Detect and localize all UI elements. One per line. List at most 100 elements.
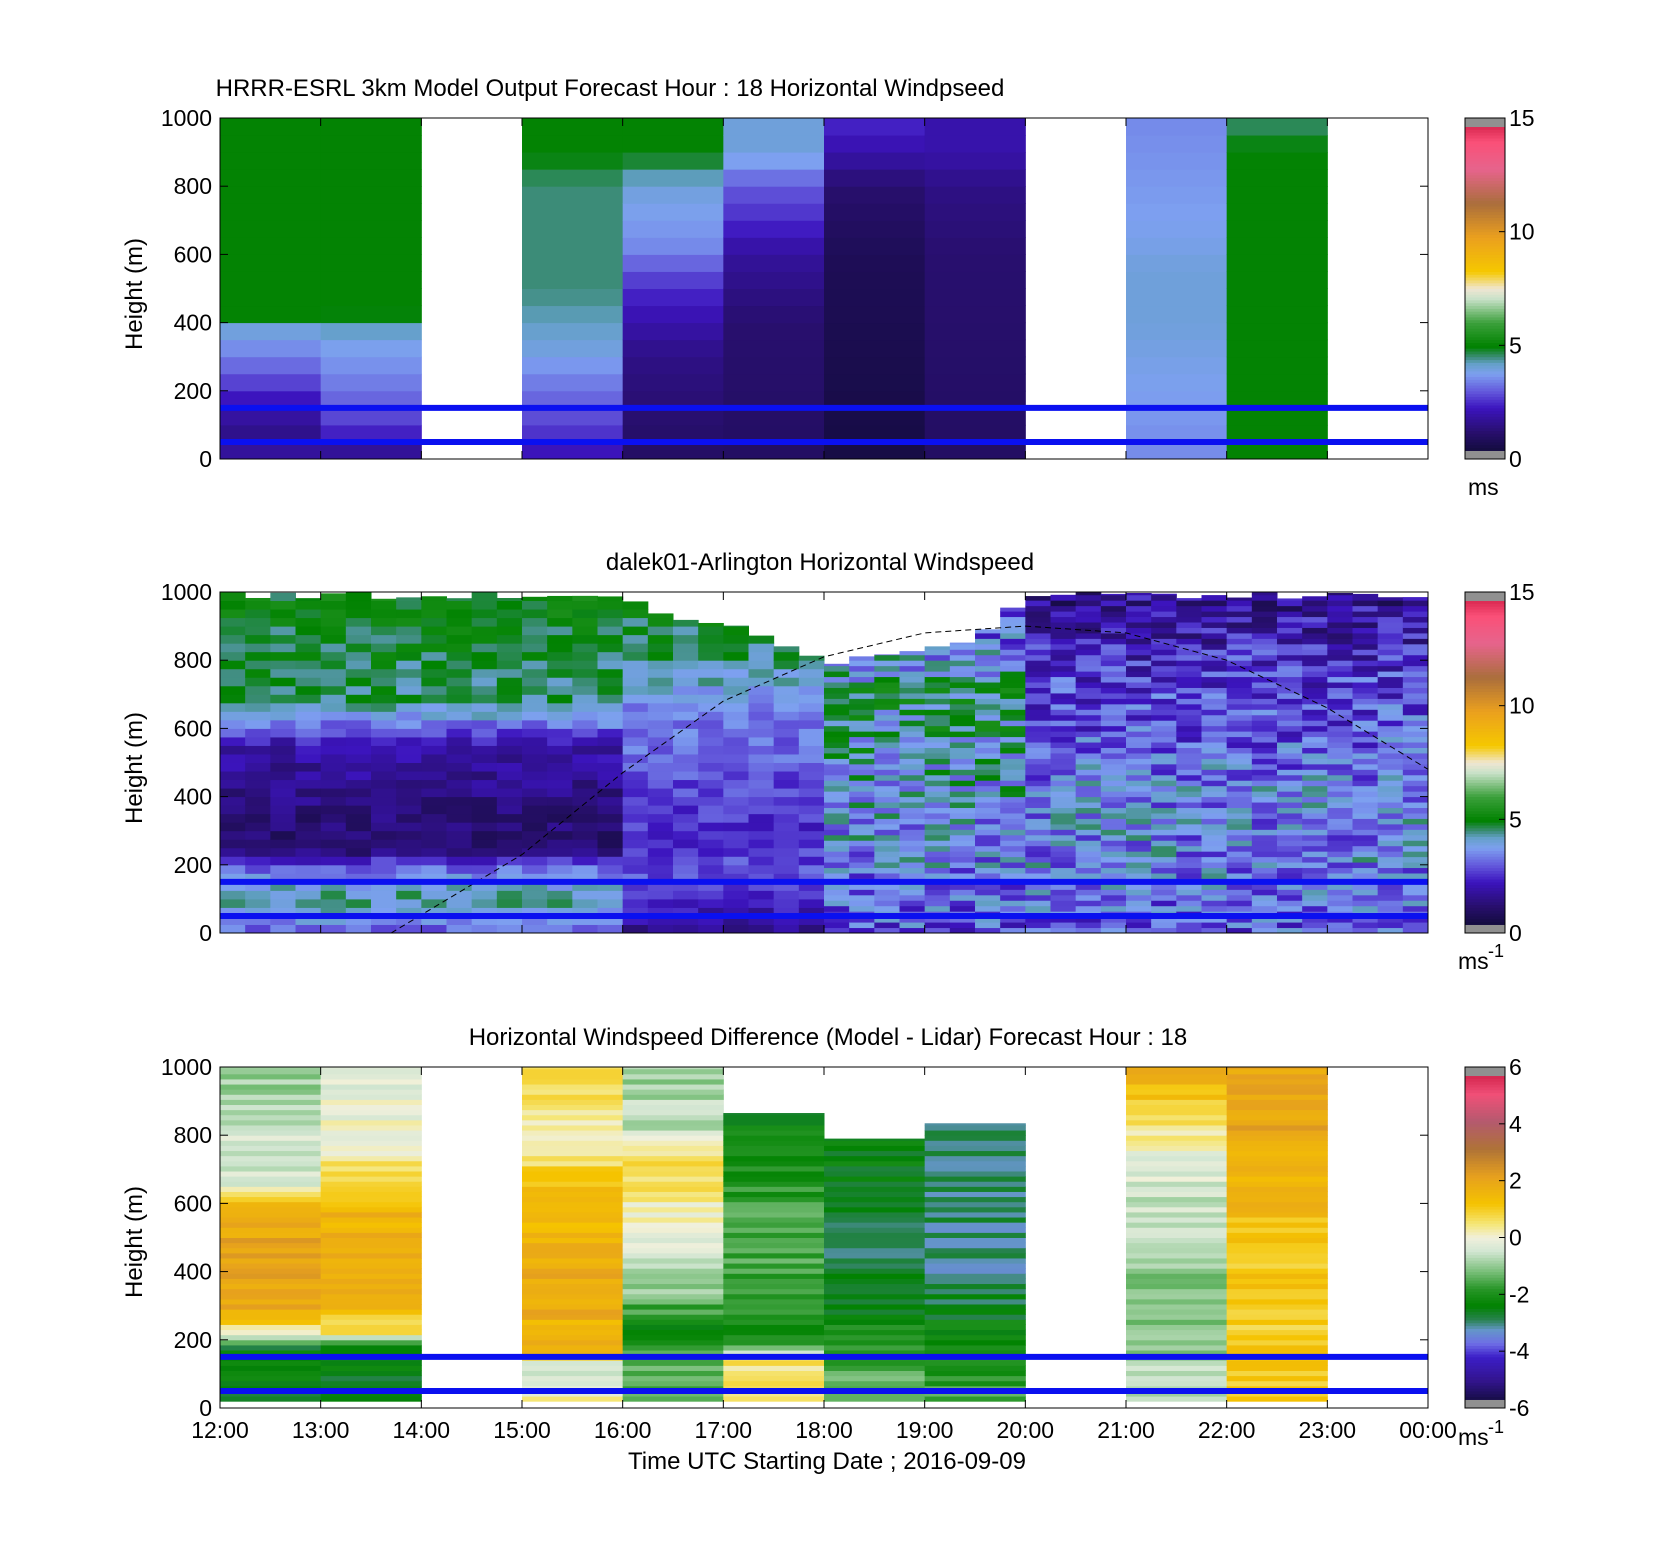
model-cell-4-800 [622, 169, 724, 187]
lidar-cell-45-160 [1352, 872, 1379, 879]
diff-cell-1-575 [320, 1206, 422, 1213]
lidar-cell-31-96 [1000, 894, 1026, 901]
colorbar-swatch [1465, 1382, 1505, 1386]
diff-cell-9-905 [1126, 1094, 1228, 1100]
diff-cell-10-755 [1226, 1145, 1328, 1152]
diff-cell-0-260 [220, 1314, 322, 1320]
lidar-cell-31-352 [1000, 807, 1026, 814]
lidar-cell-39-80 [1201, 900, 1228, 907]
lidar-cell-35-432 [1100, 780, 1127, 787]
model-cell-7-650 [924, 220, 1026, 238]
lidar-cell-36-688 [1126, 692, 1152, 699]
colorbar-swatch [1465, 1192, 1505, 1196]
diff-cell-5-620 [723, 1191, 825, 1198]
lidar-cell-39-224 [1201, 851, 1228, 858]
diff-cell-4-410 [622, 1263, 724, 1269]
lidar-cell-44-368 [1327, 802, 1353, 809]
colorbar-swatch [1465, 1373, 1505, 1378]
lidar-cell-19-100 [698, 890, 724, 900]
lidar-cell-28-64 [924, 905, 951, 912]
lidar-cell-38-256 [1176, 840, 1202, 847]
y-tick-label: 0 [199, 446, 212, 472]
lidar-cell-3-275 [295, 830, 322, 840]
lidar-cell-43-704 [1302, 687, 1328, 694]
lidar-cell-5-600 [345, 719, 372, 729]
diff-cell-10-920 [1226, 1089, 1328, 1095]
lidar-cell-33-848 [1050, 638, 1077, 645]
lidar-cell-4-850 [320, 634, 347, 644]
lidar-cell-41-960 [1251, 600, 1278, 607]
lidar-cell-16-175 [622, 864, 649, 874]
lidar-cell-22-50 [773, 907, 800, 917]
lidar-cell-43-240 [1302, 845, 1328, 852]
lidar-cell-10-50 [471, 907, 498, 917]
lidar-cell-19-650 [698, 702, 724, 712]
model-cell-1-450 [320, 288, 422, 307]
model-cell-6-650 [824, 220, 926, 238]
colorbar-swatch [1465, 416, 1505, 420]
lidar-cell-13-200 [547, 856, 573, 866]
lidar-cell-9-525 [446, 745, 473, 755]
lidar-cell-2-975 [270, 592, 296, 602]
diff-cell-0-740 [220, 1150, 322, 1157]
lidar-cell-15-0 [597, 924, 624, 934]
lidar-cell-4-50 [320, 907, 347, 917]
lidar-cell-12-450 [522, 771, 548, 781]
diff-cell-4-155 [622, 1350, 724, 1356]
lidar-cell-32-784 [1025, 660, 1051, 667]
lidar-cell-12-625 [522, 711, 548, 721]
diff-cell-5-65 [723, 1380, 825, 1387]
colorbar-swatch [1465, 697, 1505, 701]
model-cell-3-900 [522, 135, 624, 153]
lidar-cell-23-0 [798, 924, 825, 934]
diff-cell-10-410 [1226, 1263, 1328, 1269]
lidar-cell-47-32 [1402, 916, 1429, 923]
diff-cell-9-110 [1126, 1365, 1228, 1371]
diff-cell-7-260 [924, 1314, 1026, 1320]
colorbar-swatch [1465, 444, 1505, 449]
lidar-cell-40-960 [1226, 600, 1253, 607]
lidar-cell-8-325 [421, 813, 447, 823]
lidar-cell-42-112 [1277, 889, 1303, 896]
diff-cell-7-530 [924, 1222, 1026, 1228]
lidar-cell-19-350 [698, 805, 724, 815]
panel-difference-ylabel: Height (m) [121, 1186, 148, 1298]
model-cell-10-600 [1226, 237, 1328, 255]
lidar-cell-21-675 [748, 694, 775, 704]
lidar-cell-28-560 [924, 736, 951, 743]
lidar-cell-24-336 [824, 812, 850, 819]
lidar-cell-32-272 [1025, 834, 1051, 841]
diff-cell-9-575 [1126, 1206, 1228, 1213]
lidar-cell-44-256 [1327, 840, 1353, 847]
diff-cell-4-470 [622, 1242, 724, 1249]
lidar-cell-25-384 [849, 796, 875, 803]
lidar-cell-21-650 [748, 702, 775, 712]
lidar-cell-20-700 [723, 685, 749, 695]
lidar-cell-9-175 [446, 864, 473, 874]
lidar-cell-2-525 [270, 745, 296, 755]
lidar-cell-13-725 [547, 677, 573, 687]
diff-cell-1-305 [320, 1298, 422, 1305]
diff-cell-5-230 [723, 1324, 825, 1331]
lidar-cell-41-672 [1251, 698, 1278, 705]
lidar-cell-32-672 [1025, 698, 1051, 705]
lidar-cell-21-700 [748, 685, 775, 695]
lidar-cell-18-750 [673, 668, 699, 678]
lidar-cell-27-128 [899, 883, 926, 890]
colorbar-swatch [1465, 1405, 1505, 1409]
diff-cell-0-425 [220, 1257, 322, 1264]
diff-cell-5-335 [723, 1288, 825, 1295]
colorbar-swatch [1465, 1069, 1505, 1074]
lidar-cell-8-675 [421, 694, 447, 704]
lidar-cell-44-960 [1327, 600, 1353, 607]
lidar-cell-12-775 [522, 660, 548, 670]
diff-cell-9-635 [1126, 1186, 1228, 1192]
model-cell-4-600 [622, 237, 724, 255]
colorbar-swatch [1465, 223, 1505, 227]
model-cell-4-500 [622, 271, 724, 289]
lidar-cell-25-272 [849, 834, 875, 841]
colorbar-swatch [1465, 1189, 1505, 1193]
lidar-cell-24-624 [824, 714, 850, 721]
lidar-cell-33-80 [1050, 900, 1077, 907]
lidar-cell-34-240 [1075, 845, 1102, 852]
